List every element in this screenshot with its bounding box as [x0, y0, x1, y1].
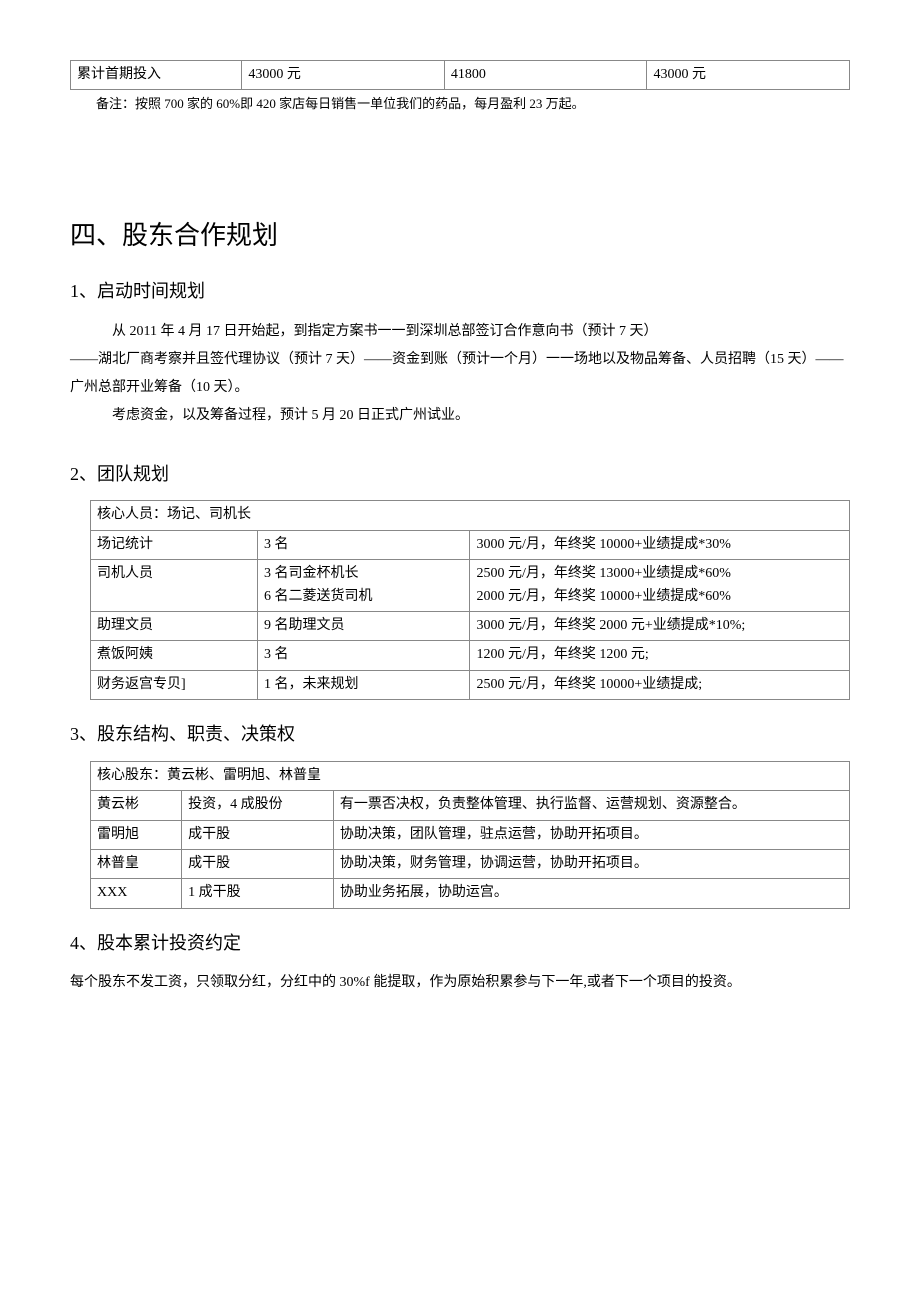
- paragraph: 从 2011 年 4 月 17 日开始起，到指定方案书一一到深圳总部签订合作意向…: [70, 318, 850, 346]
- table-cell: 1200 元/月，年终奖 1200 元;: [470, 641, 850, 670]
- table-row: 黄云彬投资，4 成股份有一票否决权，负责整体管理、执行监督、运营规划、资源整合。: [91, 791, 850, 820]
- table-cell: 煮饭阿姨: [91, 641, 258, 670]
- table-header-row: 核心人员：场记、司机长: [91, 501, 850, 530]
- table-cell: 协助决策，财务管理，协调运营，协助开拓项目。: [333, 850, 849, 879]
- shareholder-table: 核心股东：黄云彬、雷明旭、林普皇 黄云彬投资，4 成股份有一票否决权，负责整体管…: [90, 761, 850, 909]
- table-cell: 3000 元/月，年终奖 2000 元+业绩提成*10%;: [470, 611, 850, 640]
- table-cell: 成干股: [182, 850, 334, 879]
- table-cell: 协助业务拓展，协助运宫。: [333, 879, 849, 908]
- table-header-row: 核心股东：黄云彬、雷明旭、林普皇: [91, 761, 850, 790]
- cell-label: 累计首期投入: [71, 61, 242, 90]
- table-cell: 成干股: [182, 820, 334, 849]
- table-header: 核心股东：黄云彬、雷明旭、林普皇: [91, 761, 850, 790]
- table-cell: 雷明旭: [91, 820, 182, 849]
- table-cell: 2500 元/月，年终奖 10000+业绩提成;: [470, 670, 850, 699]
- subsection-title-1: 1、启动时间规划: [70, 277, 850, 306]
- table-row: 雷明旭成干股协助决策，团队管理，驻点运营，协助开拓项目。: [91, 820, 850, 849]
- cell-value: 43000 元: [647, 61, 850, 90]
- top-summary-table: 累计首期投入 43000 元 41800 43000 元: [70, 60, 850, 90]
- subsection-title-2: 2、团队规划: [70, 460, 850, 489]
- table-cell: 协助决策，团队管理，驻点运营，协助开拓项目。: [333, 820, 849, 849]
- table-cell: 3 名: [257, 530, 470, 559]
- table-cell: 投资，4 成股份: [182, 791, 334, 820]
- table-cell: 3000 元/月，年终奖 10000+业绩提成*30%: [470, 530, 850, 559]
- table-cell: 9 名助理文员: [257, 611, 470, 640]
- table-row: 财务返宫专贝]1 名，未来规划2500 元/月，年终奖 10000+业绩提成;: [91, 670, 850, 699]
- table-row: 煮饭阿姨3 名1200 元/月，年终奖 1200 元;: [91, 641, 850, 670]
- table-cell: 黄云彬: [91, 791, 182, 820]
- table-cell: 3 名司金杯机长 6 名二菱送货司机: [257, 560, 470, 612]
- table-cell: 2500 元/月，年终奖 13000+业绩提成*60% 2000 元/月，年终奖…: [470, 560, 850, 612]
- table-cell: 1 名，未来规划: [257, 670, 470, 699]
- subsection-title-3: 3、股东结构、职责、决策权: [70, 720, 850, 749]
- footnote: 备注：按照 700 家的 60%即 420 家店每日销售一单位我们的药品，每月盈…: [70, 94, 850, 115]
- table-row: 林普皇成干股协助决策，财务管理，协调运营，协助开拓项目。: [91, 850, 850, 879]
- table-row: 累计首期投入 43000 元 41800 43000 元: [71, 61, 850, 90]
- cell-value: 43000 元: [242, 61, 445, 90]
- table-cell: 司机人员: [91, 560, 258, 612]
- table-header: 核心人员：场记、司机长: [91, 501, 850, 530]
- paragraph: ——湖北厂商考察并且签代理协议（预计 7 天）——资金到账（预计一个月）一一场地…: [70, 346, 850, 402]
- table-cell: 林普皇: [91, 850, 182, 879]
- subsection-title-4: 4、股本累计投资约定: [70, 929, 850, 958]
- table-cell: 财务返宫专贝]: [91, 670, 258, 699]
- table-cell: 有一票否决权，负责整体管理、执行监督、运营规划、资源整合。: [333, 791, 849, 820]
- table-cell: 助理文员: [91, 611, 258, 640]
- team-table: 核心人员：场记、司机长 场记统计3 名3000 元/月，年终奖 10000+业绩…: [90, 500, 850, 700]
- table-cell: 1 成干股: [182, 879, 334, 908]
- table-row: 助理文员9 名助理文员3000 元/月，年终奖 2000 元+业绩提成*10%;: [91, 611, 850, 640]
- table-cell: 3 名: [257, 641, 470, 670]
- table-row: 场记统计3 名3000 元/月，年终奖 10000+业绩提成*30%: [91, 530, 850, 559]
- table-row: XXX1 成干股协助业务拓展，协助运宫。: [91, 879, 850, 908]
- section-title: 四、股东合作规划: [70, 215, 850, 257]
- cell-value: 41800: [444, 61, 647, 90]
- paragraph: 考虑资金，以及筹备过程，预计 5 月 20 日正式广州试业。: [70, 402, 850, 430]
- table-cell: XXX: [91, 879, 182, 908]
- table-cell: 场记统计: [91, 530, 258, 559]
- paragraph: 每个股东不发工资，只领取分红，分红中的 30%f 能提取，作为原始积累参与下一年…: [70, 970, 850, 995]
- table-row: 司机人员3 名司金杯机长 6 名二菱送货司机2500 元/月，年终奖 13000…: [91, 560, 850, 612]
